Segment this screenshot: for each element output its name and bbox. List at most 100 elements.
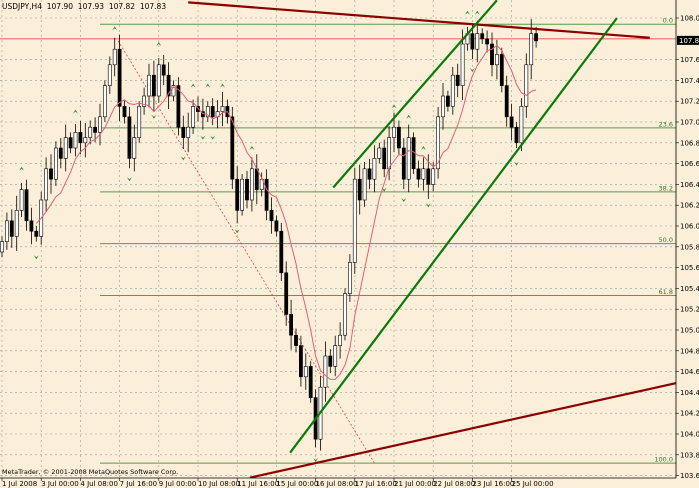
fractal-up-icon [406,114,412,119]
x-tick-label: 9 Jul 00:00 [159,480,197,488]
candle-bull [450,74,455,107]
y-tick-label: 106.45 [680,181,699,189]
fractal-up-icon [220,83,225,88]
candle-bull [63,137,68,159]
candle-bear [504,85,509,118]
candle-bull [132,137,137,159]
fractal-down-icon [514,161,519,166]
x-tick-label: 16 Jul 08:00 [316,480,358,488]
x-tick-label: 22 Jul 08:00 [433,480,475,488]
trendline-channel-upper [332,0,498,189]
fractal-up-icon [420,146,426,150]
candle-bear [416,168,421,180]
candle-bull [475,33,480,50]
y-tick-label: 107.45 [680,77,699,85]
candle-bear [210,106,215,118]
candle-bear [235,178,240,211]
current-price-tag [677,35,699,45]
candle-bull [460,43,465,86]
y-tick-label: 103.85 [680,451,699,459]
candle-bull [147,74,151,97]
y-tick-label: 104.05 [680,431,699,439]
y-tick-label: 105.85 [680,243,699,251]
candle-bear [161,64,166,76]
candle-bear [117,48,122,107]
fractal-down-icon [234,229,240,234]
candle-bull [5,220,9,242]
candle-bull [347,262,352,294]
y-tick-label: 105.45 [680,285,699,293]
candle-bear [68,137,73,149]
candle-bear [127,116,132,159]
candle-bull [259,178,264,190]
x-tick-label: 7 Jul 16:00 [120,480,158,488]
candle-bull [406,137,411,180]
y-tick-label: 106.25 [680,202,699,210]
y-tick-label: 107.25 [680,98,699,106]
candle-bear [308,366,313,398]
candle-bull [156,64,161,97]
fractal-down-icon [180,156,186,161]
candle-bear [470,33,475,50]
candle-bear [58,147,63,159]
fractal-down-icon [126,177,132,182]
candle-bear [9,220,14,237]
candle-bull [186,126,191,138]
candle-bull [107,64,112,86]
candle-bear [264,178,269,211]
current-price-label: 107.83 [679,37,699,45]
candle-bull [240,178,245,211]
candle-bull [0,241,4,253]
candle-bear [24,189,29,222]
fractal-up-icon [156,42,162,46]
plot-area: 0.0 23.6 38.2 50.0 61.8 100.0 [0,0,676,478]
candle-bear [274,220,279,232]
candle-bear [455,74,460,86]
open-value: 107.90 [46,2,74,11]
fibo-level-label: 38.2 [659,184,673,192]
fractal-down-icon [210,135,216,140]
trendline-channel-lower [289,17,618,454]
fractal-down-icon [313,458,319,462]
candle-bear [93,126,98,133]
candle-bear [284,272,289,315]
y-tick-label: 107.65 [680,56,699,64]
trendline-resistance [188,1,650,39]
candle-bear [230,116,235,180]
fractal-up-icon [73,109,78,114]
candle-bull [519,106,524,144]
candle-bull [88,126,93,138]
candle-bear [29,220,34,232]
candle-bear [298,345,303,378]
candle-bear [122,106,127,118]
symbol-label: USDJPY,H4 [2,2,42,11]
fibo-trend-line [117,40,375,464]
x-tick-label: 10 Jul 08:00 [198,480,240,488]
fibo-level-label: 100.0 [654,456,673,464]
y-tick-label: 104.45 [680,389,699,397]
candle-bear [485,38,490,45]
candle-bear [289,314,294,336]
high-value: 107.93 [77,2,105,11]
fractal-up-icon [190,83,196,88]
y-tick-label: 105.25 [680,306,699,314]
fractal-up-icon [391,104,397,109]
y-tick-label: 107.05 [680,119,699,127]
candle-bear [401,147,406,180]
candle-bear [78,132,83,144]
candle-bull [343,293,347,336]
candle-bull [387,137,392,170]
candle-bull [98,116,102,133]
candle-bear [176,85,181,128]
fractal-down-icon [33,255,39,260]
candle-bull [142,95,147,107]
fractal-down-icon [401,198,407,202]
candle-bull [83,137,88,144]
y-tick-label: 103.65 [680,472,699,480]
candle-bull [303,366,308,378]
candle-bull [220,106,225,112]
candle-bull [529,33,534,66]
candle-bear [499,54,504,86]
